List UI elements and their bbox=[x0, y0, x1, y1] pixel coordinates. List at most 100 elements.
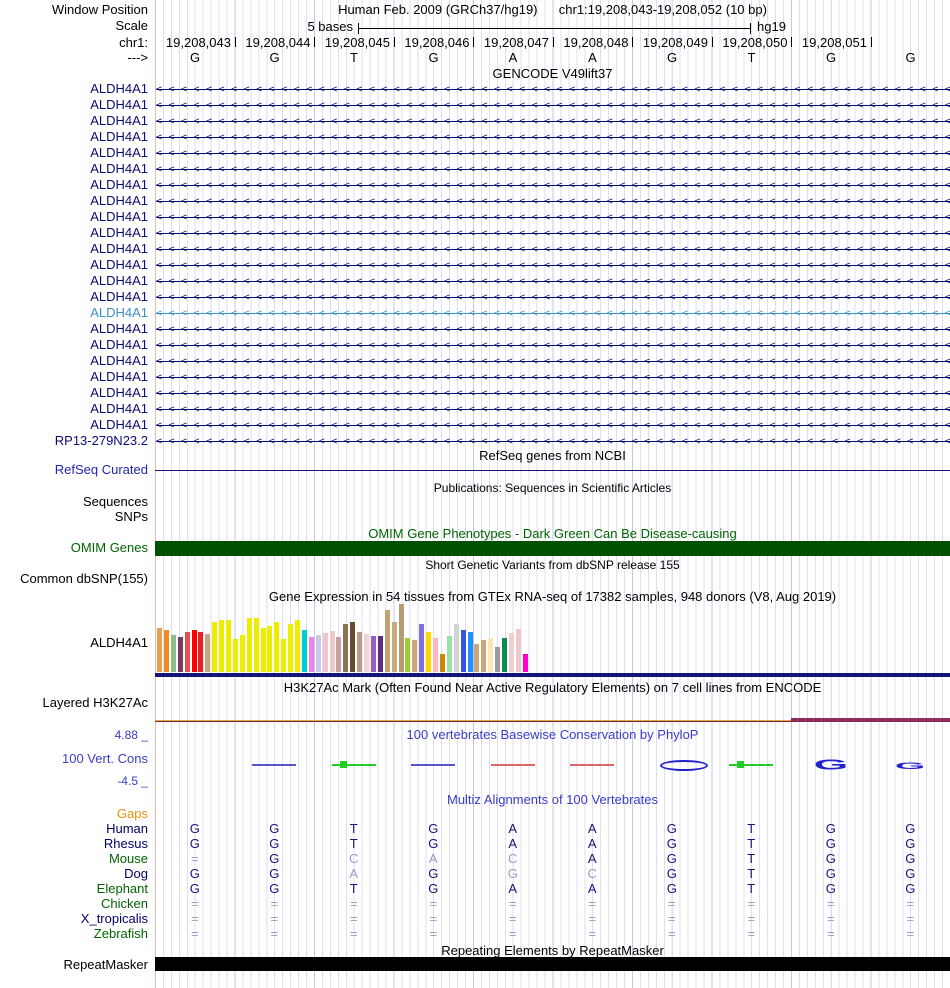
gene-row-line[interactable]: <<<<<<<<<<<<<<<<<<<<<<<<<<<<<<<<<<<<<<<<… bbox=[156, 403, 950, 416]
gene-row-label[interactable]: ALDH4A1 bbox=[90, 257, 148, 272]
alignment-base: G bbox=[428, 821, 439, 836]
gene-row-line[interactable]: <<<<<<<<<<<<<<<<<<<<<<<<<<<<<<<<<<<<<<<<… bbox=[156, 99, 950, 112]
gene-row-label[interactable]: ALDH4A1 bbox=[90, 161, 148, 176]
gene-row-label[interactable]: ALDH4A1 bbox=[90, 273, 148, 288]
gene-row-line[interactable]: <<<<<<<<<<<<<<<<<<<<<<<<<<<<<<<<<<<<<<<<… bbox=[156, 339, 950, 352]
alignment-base: = bbox=[588, 926, 597, 941]
gene-row-line[interactable]: <<<<<<<<<<<<<<<<<<<<<<<<<<<<<<<<<<<<<<<<… bbox=[156, 115, 950, 128]
reference-base: A bbox=[588, 50, 597, 65]
position-label[interactable]: 19,208,044 bbox=[245, 35, 311, 50]
gene-row-label[interactable]: ALDH4A1 bbox=[90, 337, 148, 352]
gene-row-label[interactable]: ALDH4A1 bbox=[90, 225, 148, 240]
repeatmasker-track-title[interactable]: Repeating Elements by RepeatMasker bbox=[441, 943, 664, 958]
refseq-track-title[interactable]: RefSeq genes from NCBI bbox=[479, 448, 626, 463]
dbsnp-label[interactable]: Common dbSNP(155) bbox=[20, 571, 148, 586]
gene-row-line[interactable]: <<<<<<<<<<<<<<<<<<<<<<<<<<<<<<<<<<<<<<<<… bbox=[156, 387, 950, 400]
gene-row-label[interactable]: ALDH4A1 bbox=[90, 97, 148, 112]
gene-row-label[interactable]: ALDH4A1 bbox=[90, 417, 148, 432]
omim-gene-bar[interactable] bbox=[155, 541, 950, 556]
gene-row-label[interactable]: ALDH4A1 bbox=[90, 401, 148, 416]
gene-row-label[interactable]: ALDH4A1 bbox=[90, 177, 148, 192]
gene-row-line[interactable]: <<<<<<<<<<<<<<<<<<<<<<<<<<<<<<<<<<<<<<<<… bbox=[156, 419, 950, 432]
dbsnp-track-title[interactable]: Short Genetic Variants from dbSNP releas… bbox=[425, 558, 680, 572]
alignment-base: = bbox=[270, 896, 279, 911]
position-label[interactable]: 19,208,046 bbox=[404, 35, 470, 50]
gene-row-label[interactable]: ALDH4A1 bbox=[90, 305, 148, 320]
gene-row-line[interactable]: <<<<<<<<<<<<<<<<<<<<<<<<<<<<<<<<<<<<<<<<… bbox=[156, 163, 950, 176]
multiz-gaps-label[interactable]: Gaps bbox=[116, 806, 148, 821]
position-label[interactable]: 19,208,048 bbox=[563, 35, 629, 50]
ruler-tick bbox=[552, 37, 554, 47]
position-label[interactable]: 19,208,049 bbox=[642, 35, 708, 50]
gene-row-line[interactable]: <<<<<<<<<<<<<<<<<<<<<<<<<<<<<<<<<<<<<<<<… bbox=[156, 323, 950, 336]
gene-row-line[interactable]: <<<<<<<<<<<<<<<<<<<<<<<<<<<<<<<<<<<<<<<<… bbox=[156, 243, 950, 256]
gene-row-label[interactable]: ALDH4A1 bbox=[90, 385, 148, 400]
gencode-track-title[interactable]: GENCODE V49lift37 bbox=[492, 66, 613, 81]
species-label[interactable]: Dog bbox=[124, 866, 148, 881]
multiz-track-title[interactable]: Multiz Alignments of 100 Vertebrates bbox=[446, 792, 658, 807]
gene-row-line[interactable]: <<<<<<<<<<<<<<<<<<<<<<<<<<<<<<<<<<<<<<<<… bbox=[156, 83, 950, 96]
gene-row-label[interactable]: ALDH4A1 bbox=[90, 145, 148, 160]
sequences-label[interactable]: Sequences bbox=[82, 494, 148, 509]
gene-row-label[interactable]: ALDH4A1 bbox=[90, 353, 148, 368]
gene-row-label[interactable]: ALDH4A1 bbox=[90, 193, 148, 208]
gene-row-label[interactable]: RP13-279N23.2 bbox=[54, 433, 148, 448]
omim-genes-label[interactable]: OMIM Genes bbox=[70, 540, 148, 555]
alignment-base: G bbox=[269, 851, 280, 866]
gene-row-line[interactable]: <<<<<<<<<<<<<<<<<<<<<<<<<<<<<<<<<<<<<<<<… bbox=[156, 275, 950, 288]
species-label[interactable]: Chicken bbox=[101, 896, 148, 911]
gene-row-label[interactable]: ALDH4A1 bbox=[90, 369, 148, 384]
h3k27ac-signal-maroon[interactable] bbox=[791, 718, 950, 721]
phylop-label[interactable]: 100 Vert. Cons bbox=[62, 751, 148, 766]
snps-label[interactable]: SNPs bbox=[114, 509, 148, 524]
gene-row-line[interactable]: <<<<<<<<<<<<<<<<<<<<<<<<<<<<<<<<<<<<<<<<… bbox=[156, 179, 950, 192]
gene-row-line[interactable]: <<<<<<<<<<<<<<<<<<<<<<<<<<<<<<<<<<<<<<<<… bbox=[156, 259, 950, 272]
position-label[interactable]: 19,208,050 bbox=[722, 35, 788, 50]
gene-row-line[interactable]: <<<<<<<<<<<<<<<<<<<<<<<<<<<<<<<<<<<<<<<<… bbox=[156, 147, 950, 160]
species-label[interactable]: Human bbox=[106, 821, 148, 836]
h3k27ac-signal-gold[interactable] bbox=[155, 720, 791, 721]
gtex-gene-label[interactable]: ALDH4A1 bbox=[90, 635, 148, 650]
omim-track-title[interactable]: OMIM Gene Phenotypes - Dark Green Can Be… bbox=[368, 526, 737, 541]
gene-row-line[interactable]: <<<<<<<<<<<<<<<<<<<<<<<<<<<<<<<<<<<<<<<<… bbox=[156, 131, 950, 144]
species-label[interactable]: Mouse bbox=[108, 851, 148, 866]
gene-row-line[interactable]: <<<<<<<<<<<<<<<<<<<<<<<<<<<<<<<<<<<<<<<<… bbox=[156, 291, 950, 304]
gene-row-line[interactable]: <<<<<<<<<<<<<<<<<<<<<<<<<<<<<<<<<<<<<<<<… bbox=[156, 195, 950, 208]
species-label[interactable]: X_tropicalis bbox=[80, 911, 148, 926]
gene-row-line[interactable]: <<<<<<<<<<<<<<<<<<<<<<<<<<<<<<<<<<<<<<<<… bbox=[156, 227, 950, 240]
alignment-base: G bbox=[269, 866, 280, 881]
phylop-mark bbox=[659, 760, 708, 771]
gtex-track-title[interactable]: Gene Expression in 54 tissues from GTEx … bbox=[268, 589, 837, 604]
refseq-curated-item[interactable] bbox=[155, 470, 950, 471]
h3k27ac-label[interactable]: Layered H3K27Ac bbox=[42, 695, 148, 710]
repeatmasker-bar[interactable] bbox=[155, 957, 950, 971]
gene-row-line[interactable]: <<<<<<<<<<<<<<<<<<<<<<<<<<<<<<<<<<<<<<<<… bbox=[156, 435, 950, 448]
gtex-gene-model-bar[interactable] bbox=[155, 673, 950, 677]
refseq-curated-label[interactable]: RefSeq Curated bbox=[54, 462, 148, 477]
h3k27ac-signal-darkred[interactable] bbox=[155, 721, 950, 722]
position-label[interactable]: 19,208,045 bbox=[324, 35, 390, 50]
species-label[interactable]: Zebrafish bbox=[93, 926, 148, 941]
species-label[interactable]: Elephant bbox=[96, 881, 148, 896]
position-label[interactable]: 19,208,043 bbox=[165, 35, 231, 50]
phylop-track-title[interactable]: 100 vertebrates Basewise Conservation by… bbox=[406, 727, 699, 742]
position-label[interactable]: 19,208,047 bbox=[483, 35, 549, 50]
gene-row-label[interactable]: ALDH4A1 bbox=[90, 321, 148, 336]
position-label[interactable]: 19,208,051 bbox=[801, 35, 867, 50]
species-label[interactable]: Rhesus bbox=[103, 836, 148, 851]
gene-row-label[interactable]: ALDH4A1 bbox=[90, 113, 148, 128]
gene-row-line[interactable]: <<<<<<<<<<<<<<<<<<<<<<<<<<<<<<<<<<<<<<<<… bbox=[156, 307, 950, 320]
gene-row-label[interactable]: ALDH4A1 bbox=[90, 241, 148, 256]
alignment-base: T bbox=[747, 836, 756, 851]
gene-row-label[interactable]: ALDH4A1 bbox=[90, 289, 148, 304]
gene-row-line[interactable]: <<<<<<<<<<<<<<<<<<<<<<<<<<<<<<<<<<<<<<<<… bbox=[156, 211, 950, 224]
h3k27ac-track-title[interactable]: H3K27Ac Mark (Often Found Near Active Re… bbox=[283, 680, 822, 695]
gene-row-label[interactable]: ALDH4A1 bbox=[90, 129, 148, 144]
alignment-base: G bbox=[507, 866, 518, 881]
publications-track-title[interactable]: Publications: Sequences in Scientific Ar… bbox=[433, 481, 672, 495]
gene-row-line[interactable]: <<<<<<<<<<<<<<<<<<<<<<<<<<<<<<<<<<<<<<<<… bbox=[156, 371, 950, 384]
repeatmasker-label[interactable]: RepeatMasker bbox=[63, 957, 148, 972]
gene-row-line[interactable]: <<<<<<<<<<<<<<<<<<<<<<<<<<<<<<<<<<<<<<<<… bbox=[156, 355, 950, 368]
gene-row-label[interactable]: ALDH4A1 bbox=[90, 81, 148, 96]
gene-row-label[interactable]: ALDH4A1 bbox=[90, 209, 148, 224]
